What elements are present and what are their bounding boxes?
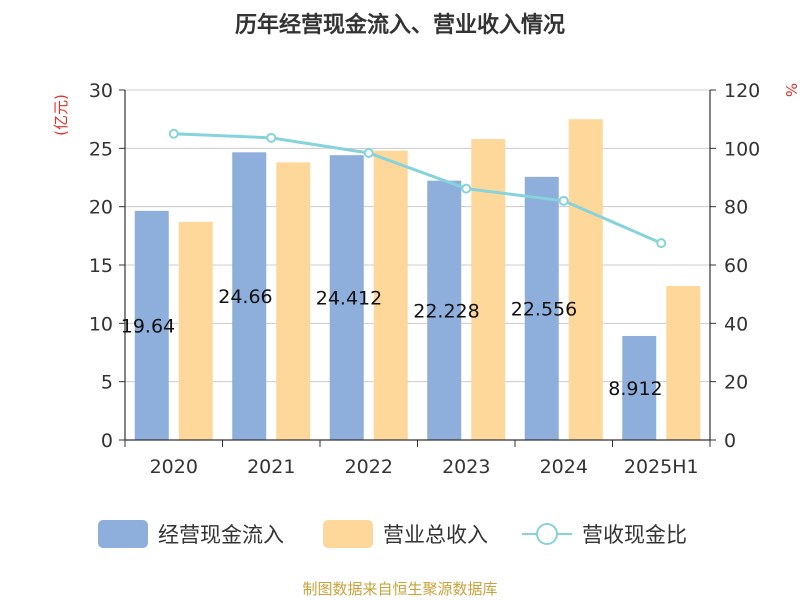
tick-labels: 0 5 10 15 20 25 30 0 20 40 60 80 100 120 2020 2021 2022 2… [89, 80, 760, 478]
legend-label: 营收现金比 [582, 523, 687, 547]
source-note: 制图数据来自恒生聚源数据库 [302, 580, 497, 598]
data-label-cashflow: 8.912 [608, 378, 662, 400]
bar-revenue[interactable] [373, 150, 408, 440]
ratio-point[interactable] [363, 148, 374, 158]
left-tick-label: 30 [89, 80, 113, 102]
left-tick-label: 0 [101, 430, 113, 452]
bar-revenue[interactable] [471, 139, 506, 440]
right-tick-label: 40 [724, 313, 748, 335]
ratio-point[interactable] [168, 128, 179, 139]
ratio-line [168, 128, 667, 249]
data-label-cashflow: 22.228 [413, 300, 479, 322]
data-labels: 19.64 24.66 24.412 22.228 22.556 8.912 [121, 286, 663, 400]
x-tick-label: 2025H1 [624, 456, 699, 478]
bar-cashflow[interactable] [329, 155, 364, 440]
bar-cashflow[interactable] [427, 180, 462, 440]
right-tick-label: 60 [724, 255, 748, 277]
left-tick-label: 5 [101, 372, 113, 394]
bar-revenue[interactable] [178, 221, 213, 440]
left-tick-label: 10 [89, 313, 113, 335]
axes [119, 89, 716, 447]
ratio-point[interactable] [558, 195, 569, 206]
data-label-cashflow: 22.556 [511, 298, 577, 320]
x-tick-label: 2022 [345, 456, 393, 478]
gridlines [125, 89, 710, 441]
data-label-cashflow: 24.66 [218, 286, 272, 308]
x-tick-label: 2020 [150, 456, 198, 478]
chart-title: 历年经营现金流入、营业收入情况 [235, 12, 565, 38]
ratio-line-path [173, 132, 662, 245]
legend-label: 营业总收入 [383, 523, 488, 547]
right-tick-label: 0 [724, 430, 736, 452]
bar-cashflow[interactable] [232, 152, 267, 441]
right-tick-label: 120 [724, 80, 760, 102]
left-tick-label: 20 [89, 197, 113, 219]
ratio-point[interactable] [656, 238, 667, 249]
left-axis-unit: (亿元) [52, 94, 70, 136]
left-tick-label: 25 [89, 138, 113, 160]
bar-revenue[interactable] [568, 119, 603, 441]
bar-cashflow[interactable] [622, 336, 657, 440]
legend-label: 经营现金流入 [158, 523, 284, 547]
data-label-cashflow: 24.412 [316, 288, 382, 310]
data-label-cashflow: 19.64 [121, 315, 175, 337]
right-tick-label: 80 [724, 197, 748, 219]
legend-item-revenue[interactable]: 营业总收入 [323, 520, 488, 548]
ratio-point[interactable] [461, 183, 472, 194]
bars [134, 119, 701, 441]
legend-item-ratio[interactable]: 营收现金比 [522, 523, 687, 547]
legend-swatch-marker [536, 523, 558, 545]
bar-cashflow[interactable] [524, 176, 559, 440]
left-tick-label: 15 [89, 255, 113, 277]
right-tick-label: 100 [724, 138, 760, 160]
right-axis-unit: % [782, 83, 800, 97]
ratio-point[interactable] [266, 132, 277, 143]
legend-swatch [98, 520, 148, 548]
x-tick-label: 2023 [442, 456, 490, 478]
bar-cashflow[interactable] [134, 210, 169, 440]
x-tick-label: 2024 [540, 456, 588, 478]
legend-item-cashflow[interactable]: 经营现金流入 [98, 520, 284, 548]
bar-revenue[interactable] [666, 286, 701, 440]
legend[interactable]: 经营现金流入 营业总收入 营收现金比 [98, 520, 687, 548]
bar-revenue[interactable] [276, 162, 311, 441]
right-tick-label: 20 [724, 372, 748, 394]
x-tick-label: 2021 [247, 456, 295, 478]
legend-swatch [323, 520, 373, 548]
